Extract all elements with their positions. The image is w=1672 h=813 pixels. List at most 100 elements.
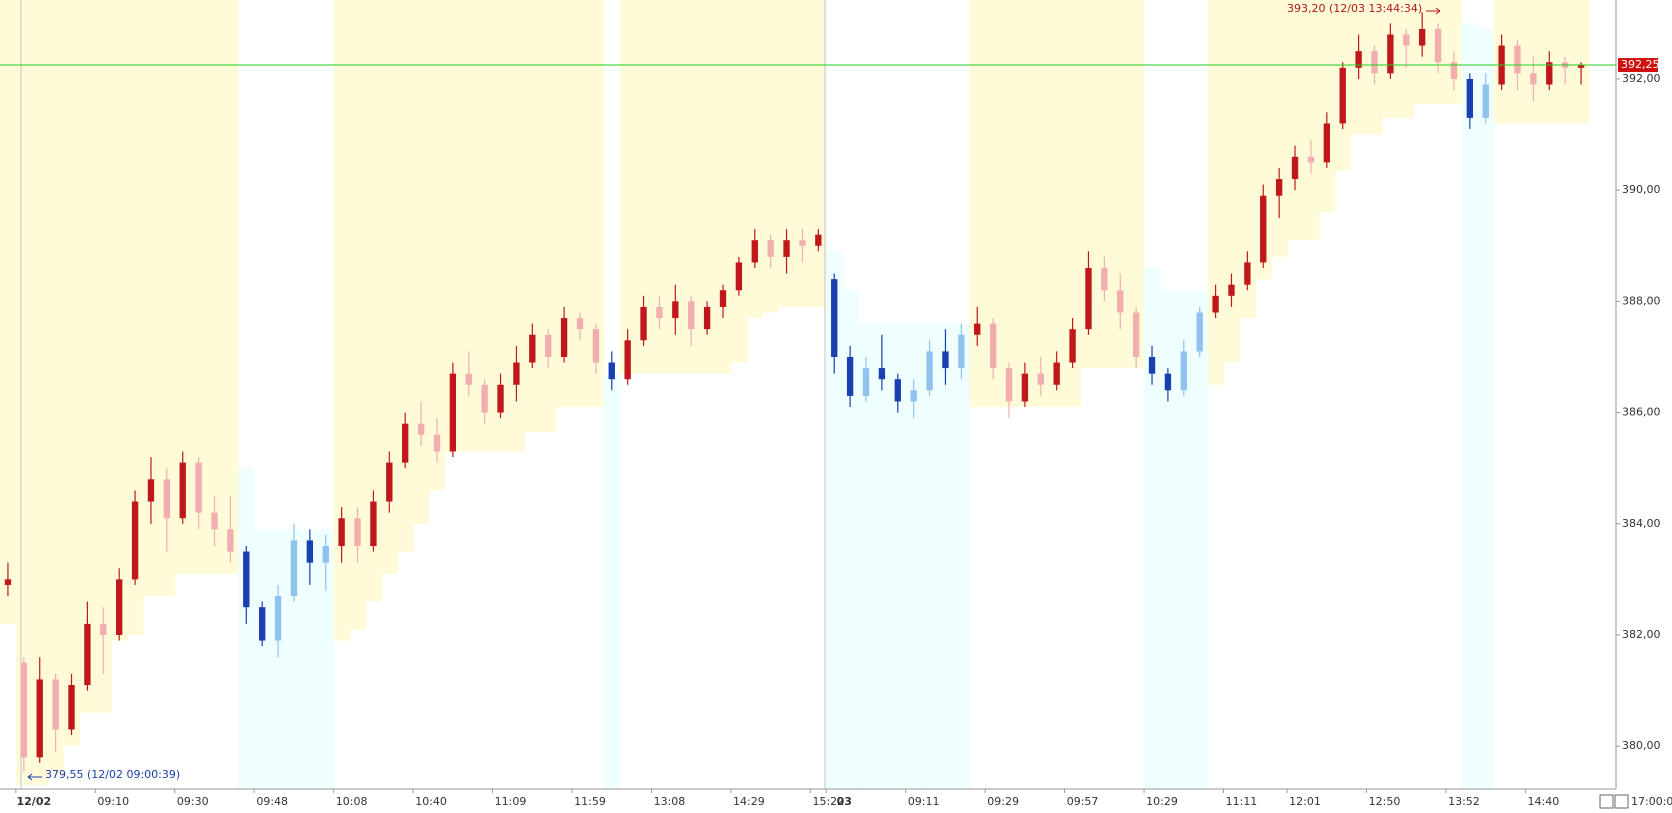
trend-band: [1016, 0, 1034, 408]
trend-band: [1048, 0, 1066, 408]
candle-body: [799, 240, 806, 246]
draw-button[interactable]: [1599, 794, 1614, 809]
candle-body: [1530, 73, 1537, 85]
trend-band: [1144, 268, 1161, 789]
trend-band: [635, 0, 652, 374]
trend-band: [1001, 0, 1018, 408]
trend-band: [524, 0, 541, 433]
trend-band: [1318, 0, 1336, 213]
candle-body: [910, 390, 917, 402]
candle-body: [545, 334, 552, 357]
x-tick-label: 03: [837, 795, 852, 808]
trend-band: [1223, 0, 1240, 363]
x-tick-label: 14:40: [1528, 795, 1560, 808]
candle-body: [1403, 34, 1410, 46]
candle-body: [1546, 62, 1553, 85]
candle-body: [1323, 123, 1330, 163]
candle-body: [560, 318, 568, 357]
trend-band: [95, 0, 112, 713]
trend-band: [683, 0, 700, 374]
candle-body: [211, 512, 218, 530]
trend-band: [1096, 0, 1113, 369]
candle-body: [1085, 268, 1092, 330]
trend-band: [587, 0, 605, 408]
candle-body: [259, 607, 266, 641]
x-tick-label: 09:11: [908, 795, 940, 808]
trend-band: [0, 0, 17, 624]
trend-band: [444, 0, 462, 452]
candle-body: [608, 362, 615, 380]
y-tick-label: 384,00: [1622, 517, 1661, 530]
trend-band: [47, 0, 65, 774]
candle-body: [624, 340, 631, 380]
trend-band: [79, 0, 96, 713]
trend-band: [1239, 0, 1256, 319]
candle-body: [179, 462, 186, 519]
trend-band: [270, 529, 287, 789]
x-tick-label: 12/02: [17, 795, 52, 808]
trend-band: [15, 0, 33, 786]
x-tick-label: 10:40: [415, 795, 447, 808]
trend-band: [476, 0, 494, 452]
x-tick-label: 09:10: [97, 795, 129, 808]
candle-body: [513, 362, 520, 385]
candle-body: [751, 240, 758, 263]
y-tick-label: 388,00: [1622, 294, 1661, 307]
candle-body: [1482, 84, 1489, 118]
candle-body: [831, 279, 838, 357]
bands: [0, 0, 1590, 789]
candle-body: [1339, 67, 1346, 124]
candle-body: [1260, 195, 1267, 263]
candle-body: [243, 551, 250, 608]
trend-band: [858, 323, 875, 789]
trend-band: [1032, 0, 1050, 408]
x-tick-label: 09:57: [1067, 795, 1099, 808]
annotation-arrow: [27, 773, 42, 781]
trend-band: [699, 0, 716, 374]
x-tick-label: 09:48: [256, 795, 288, 808]
candle-body: [1228, 284, 1235, 296]
trend-band: [556, 0, 573, 408]
candle-body: [862, 368, 870, 396]
candle-body: [894, 379, 901, 402]
trend-band: [730, 0, 748, 363]
trend-band: [1175, 290, 1193, 789]
x-tick-label: 11:11: [1226, 795, 1258, 808]
x-tick-label: 13:52: [1448, 795, 1480, 808]
y-tick-label: 392,00: [1622, 72, 1661, 85]
candle-body: [640, 306, 647, 341]
candle-body: [656, 306, 663, 319]
candle-body: [338, 518, 345, 547]
candle-body: [36, 679, 43, 758]
candle-body: [846, 356, 854, 396]
candle-body: [974, 323, 981, 335]
candle-body: [100, 623, 107, 635]
trend-band: [206, 0, 223, 574]
candle-body: [306, 540, 314, 563]
trend-band: [667, 0, 684, 374]
candle-body: [433, 434, 441, 452]
trend-band: [111, 0, 128, 641]
trend-band: [969, 0, 986, 408]
candle-body: [688, 301, 695, 330]
overlay: 392,25 379,55 (12/02 09:00:39) 393,20 (12/…: [0, 2, 1660, 781]
trend-band: [905, 323, 923, 789]
x-tick-label: 10:29: [1146, 795, 1178, 808]
candle-body: [1291, 156, 1299, 180]
candle-body: [958, 334, 965, 369]
candle-body: [1132, 312, 1140, 357]
candle-body: [354, 518, 361, 547]
candle-body: [1212, 295, 1219, 313]
trend-band: [301, 529, 319, 789]
candle-body: [1387, 34, 1394, 74]
candle-body: [370, 501, 377, 547]
trend-band: [238, 468, 255, 789]
y-tick-label: 382,00: [1622, 628, 1661, 641]
corner-label: 17:00:0: [1631, 795, 1672, 808]
trend-band: [349, 0, 366, 630]
candle-body: [703, 306, 711, 330]
candle-body: [783, 240, 790, 257]
trend-band: [572, 0, 589, 408]
zoom-button[interactable]: [1614, 794, 1629, 809]
